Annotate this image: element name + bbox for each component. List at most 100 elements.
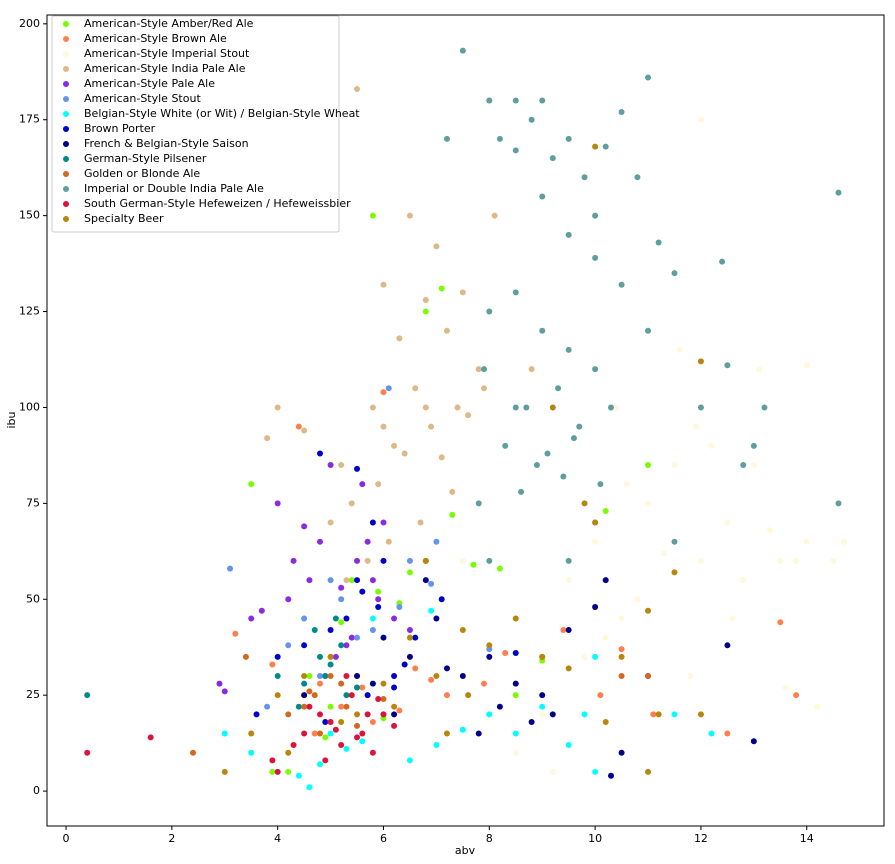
point — [317, 672, 324, 679]
point — [618, 281, 625, 288]
point — [803, 538, 810, 545]
point — [433, 672, 440, 679]
point — [481, 680, 488, 687]
point — [528, 366, 535, 373]
point — [322, 672, 329, 679]
point — [655, 239, 662, 246]
point — [433, 243, 440, 250]
point — [645, 462, 652, 469]
point — [396, 707, 403, 714]
y-tick-label: 50 — [26, 592, 40, 605]
point — [317, 538, 324, 545]
legend-label: Belgian-Style White (or Wit) / Belgian-S… — [84, 107, 360, 120]
point — [269, 768, 276, 775]
point — [602, 634, 609, 641]
y-tick-label: 25 — [26, 688, 40, 701]
point — [190, 749, 197, 756]
point — [317, 680, 324, 687]
legend-label: American-Style Imperial Stout — [84, 47, 250, 60]
point — [401, 661, 408, 668]
point — [607, 772, 614, 779]
point — [354, 672, 361, 679]
point — [354, 577, 361, 584]
point — [443, 730, 450, 737]
point — [422, 577, 429, 584]
point — [343, 745, 350, 752]
point — [380, 281, 387, 288]
point — [375, 696, 382, 703]
legend-marker — [63, 36, 69, 42]
x-tick-label: 0 — [63, 832, 70, 845]
point — [592, 519, 599, 526]
legend-label: Specialty Beer — [84, 212, 164, 225]
point — [422, 404, 429, 411]
point — [406, 757, 413, 764]
point — [354, 684, 361, 691]
point — [719, 258, 726, 265]
point — [592, 768, 599, 775]
point — [443, 692, 450, 699]
point — [592, 653, 599, 660]
point — [406, 634, 413, 641]
point — [332, 726, 339, 733]
point — [549, 155, 556, 162]
point — [264, 435, 271, 442]
point — [258, 607, 265, 614]
point — [671, 538, 678, 545]
point — [322, 734, 329, 741]
y-tick-label: 0 — [33, 784, 40, 797]
point — [724, 730, 731, 737]
point — [285, 749, 292, 756]
point — [438, 454, 445, 461]
point — [459, 47, 466, 54]
point — [295, 772, 302, 779]
point — [369, 212, 376, 219]
point — [724, 362, 731, 369]
point — [301, 703, 308, 710]
point — [443, 665, 450, 672]
point — [645, 672, 652, 679]
point — [375, 588, 382, 595]
x-tick-label: 12 — [694, 832, 708, 845]
point — [433, 742, 440, 749]
point — [338, 680, 345, 687]
point — [369, 615, 376, 622]
point — [269, 757, 276, 764]
point — [491, 212, 498, 219]
y-tick-label: 100 — [19, 400, 40, 413]
point — [290, 742, 297, 749]
point — [248, 749, 255, 756]
point — [438, 596, 445, 603]
legend-label: Imperial or Double India Pale Ale — [84, 182, 264, 195]
point — [375, 481, 382, 488]
point — [459, 672, 466, 679]
point — [443, 327, 450, 334]
legend: American-Style Amber/Red Ale American-Sty… — [51, 15, 360, 233]
point — [391, 711, 398, 718]
legend-marker — [63, 111, 69, 117]
x-axis-label: abv — [455, 844, 476, 857]
point — [216, 680, 223, 687]
point — [295, 703, 302, 710]
point — [539, 327, 546, 334]
point — [512, 692, 519, 699]
point — [724, 519, 731, 526]
point — [634, 174, 641, 181]
point — [364, 711, 371, 718]
point — [438, 285, 445, 292]
point — [793, 692, 800, 699]
point — [602, 577, 609, 584]
point — [380, 557, 387, 564]
point — [396, 335, 403, 342]
point — [549, 404, 556, 411]
point — [486, 642, 493, 649]
point — [697, 711, 704, 718]
point — [375, 603, 382, 610]
point — [274, 768, 281, 775]
point — [692, 423, 699, 430]
point — [750, 462, 757, 469]
point — [602, 143, 609, 150]
point — [343, 672, 350, 679]
point — [618, 653, 625, 660]
point — [84, 692, 91, 699]
